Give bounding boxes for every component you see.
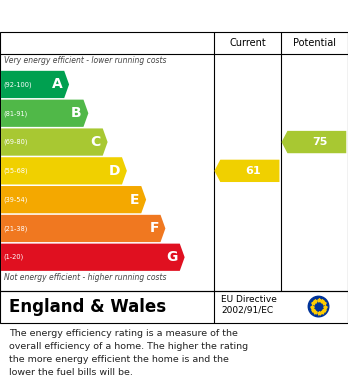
Text: The energy efficiency rating is a measure of the
overall efficiency of a home. T: The energy efficiency rating is a measur…: [9, 329, 248, 377]
Text: (92-100): (92-100): [3, 81, 32, 88]
Text: EU Directive
2002/91/EC: EU Directive 2002/91/EC: [221, 295, 277, 315]
Text: C: C: [91, 135, 101, 149]
Text: (21-38): (21-38): [3, 225, 28, 232]
Polygon shape: [1, 244, 185, 271]
Ellipse shape: [308, 296, 329, 317]
Text: (1-20): (1-20): [3, 254, 24, 260]
Text: A: A: [52, 77, 63, 91]
Polygon shape: [1, 71, 69, 98]
Text: (55-68): (55-68): [3, 168, 28, 174]
Polygon shape: [282, 131, 346, 153]
Text: F: F: [149, 221, 159, 235]
Text: Energy Efficiency Rating: Energy Efficiency Rating: [9, 9, 219, 23]
Polygon shape: [1, 157, 127, 185]
Polygon shape: [1, 100, 88, 127]
Text: G: G: [167, 250, 178, 264]
Text: (39-54): (39-54): [3, 196, 28, 203]
Text: 61: 61: [246, 166, 261, 176]
Text: E: E: [130, 193, 140, 207]
Polygon shape: [1, 128, 108, 156]
Text: (81-91): (81-91): [3, 110, 28, 117]
Text: Current: Current: [229, 38, 266, 48]
Polygon shape: [214, 160, 279, 182]
Text: 75: 75: [313, 137, 328, 147]
Text: England & Wales: England & Wales: [9, 298, 166, 316]
Text: (69-80): (69-80): [3, 139, 28, 145]
Text: Potential: Potential: [293, 38, 336, 48]
Text: Not energy efficient - higher running costs: Not energy efficient - higher running co…: [4, 273, 167, 282]
Polygon shape: [1, 215, 165, 242]
Text: Very energy efficient - lower running costs: Very energy efficient - lower running co…: [4, 56, 167, 65]
Text: D: D: [109, 164, 120, 178]
Text: B: B: [71, 106, 82, 120]
Polygon shape: [1, 186, 146, 213]
